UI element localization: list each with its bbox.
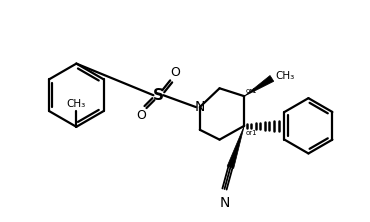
Text: CH₃: CH₃	[276, 71, 295, 81]
Text: S: S	[153, 88, 164, 103]
Text: CH₃: CH₃	[67, 99, 86, 109]
Text: O: O	[170, 66, 180, 79]
Text: O: O	[137, 109, 147, 123]
Text: N: N	[195, 100, 205, 114]
Polygon shape	[227, 126, 244, 168]
Text: or1: or1	[245, 130, 257, 136]
Text: or1: or1	[245, 88, 257, 94]
Polygon shape	[244, 75, 274, 96]
Text: N: N	[219, 196, 230, 210]
